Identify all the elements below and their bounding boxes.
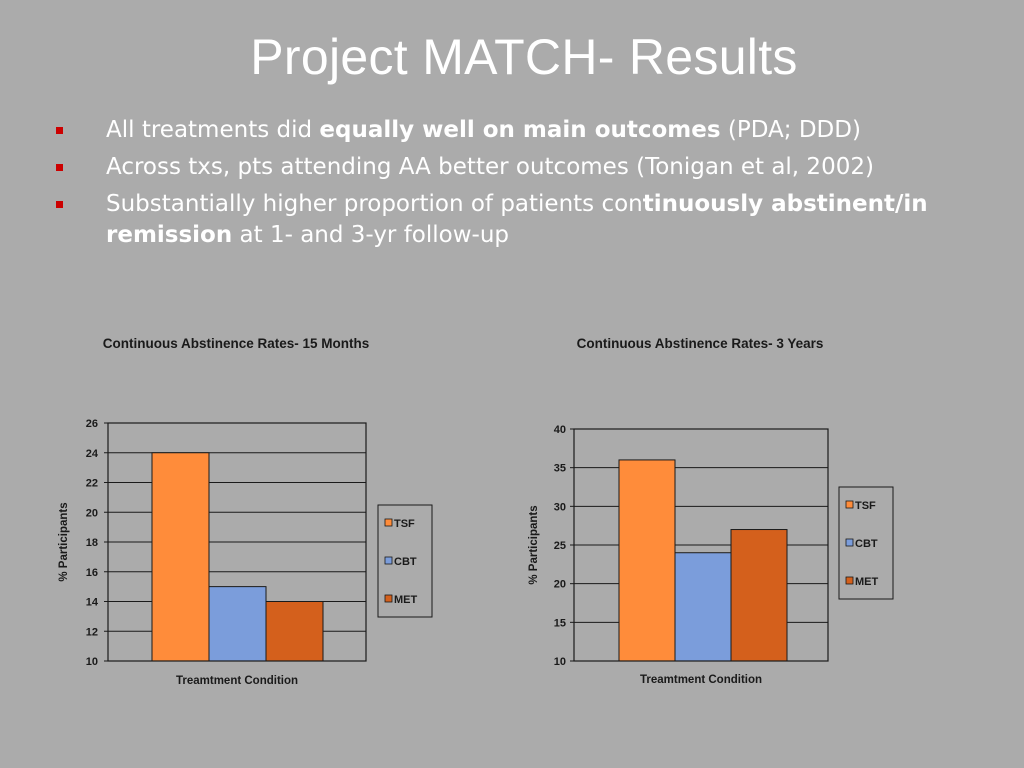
bullet-text: All treatments did equally well on main … — [106, 117, 861, 143]
y-tick-label: 35 — [554, 463, 566, 475]
bar-cbt — [674, 552, 732, 662]
bullet-text: Substantially higher proportion of patie… — [106, 191, 928, 248]
y-tick-label: 30 — [554, 501, 566, 513]
legend-label-cbt: CBT — [855, 538, 878, 550]
legend-swatch-cbt — [384, 556, 393, 565]
y-tick-label: 12 — [86, 626, 98, 638]
square-bullet-icon — [56, 201, 63, 208]
bar-tsf — [151, 452, 210, 662]
plot-border — [573, 428, 829, 662]
bullet-text: Across txs, pts attending AA better outc… — [106, 154, 874, 180]
y-tick-label: 40 — [554, 424, 566, 436]
y-tick-label: 22 — [86, 478, 98, 490]
legend-label-tsf: TSF — [394, 518, 415, 530]
y-tick-label: 14 — [86, 597, 99, 609]
legend-swatch-cbt — [845, 538, 854, 547]
legend-swatch-met — [845, 576, 854, 585]
square-bullet-icon — [56, 164, 63, 171]
x-axis-label: Treamtment Condition — [176, 675, 298, 687]
slide-title: Project MATCH- Results — [250, 29, 798, 85]
bullet-item: Across txs, pts attending AA better outc… — [52, 152, 932, 183]
legend-label-met: MET — [855, 576, 879, 588]
plot-border — [107, 422, 367, 662]
chart-title-3-years: Continuous Abstinence Rates- 3 Years — [576, 336, 824, 351]
y-tick-label: 15 — [554, 617, 566, 629]
y-tick-label: 10 — [86, 656, 98, 668]
y-tick-label: 25 — [554, 540, 566, 552]
legend-swatch-met — [384, 594, 393, 603]
y-tick-label: 20 — [86, 507, 98, 519]
y-tick-label: 26 — [86, 418, 98, 430]
y-tick-label: 10 — [554, 656, 566, 668]
legend-label-tsf: TSF — [855, 500, 876, 512]
y-tick-label: 18 — [86, 537, 98, 549]
legend-swatch-tsf — [845, 500, 854, 509]
y-axis-label: % Participants — [528, 505, 540, 584]
legend-label-cbt: CBT — [394, 556, 417, 568]
bar-met — [265, 601, 324, 662]
bullet-item: All treatments did equally well on main … — [52, 115, 932, 146]
legend-swatch-tsf — [384, 518, 393, 527]
y-tick-label: 16 — [86, 567, 98, 579]
legend-label-met: MET — [394, 594, 418, 606]
bar-tsf — [618, 459, 676, 662]
chart-title-15-months: Continuous Abstinence Rates- 15 Months — [102, 336, 370, 351]
bullet-item: Substantially higher proportion of patie… — [52, 189, 932, 251]
square-bullet-icon — [56, 127, 63, 134]
y-tick-label: 24 — [86, 448, 99, 460]
bullet-list: All treatments did equally well on main … — [52, 115, 932, 257]
x-axis-label: Treamtment Condition — [640, 674, 762, 686]
bar-cbt — [208, 586, 267, 662]
bar-met — [730, 529, 788, 662]
y-tick-label: 20 — [554, 579, 566, 591]
y-axis-label: % Participants — [58, 502, 70, 581]
